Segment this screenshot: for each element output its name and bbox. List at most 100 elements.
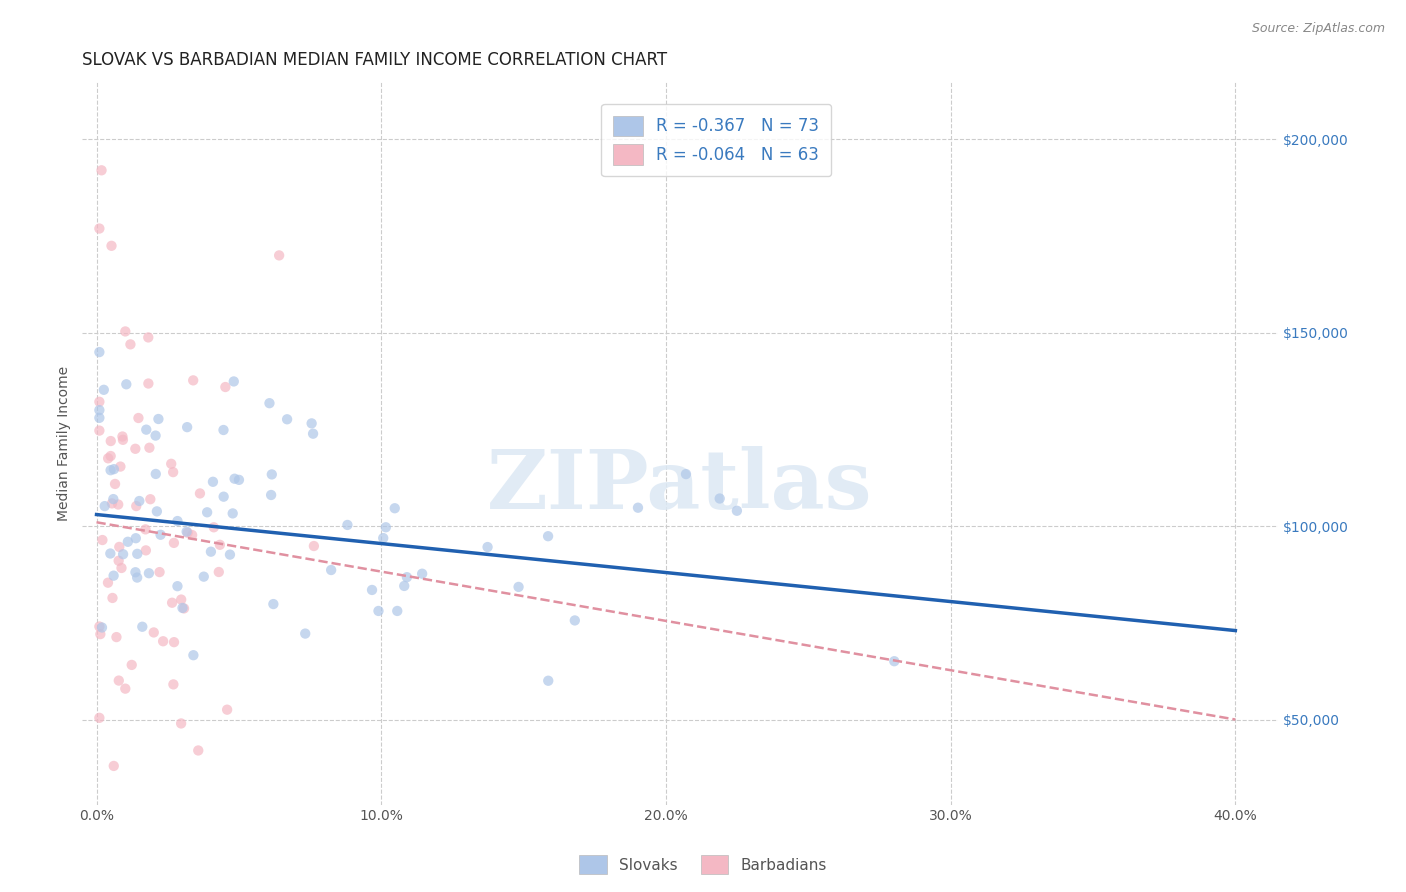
Point [301, 417, 323, 431]
Point [145, 467, 167, 481]
Point [136, 330, 159, 344]
Point [93, 499, 115, 513]
Point [228, 473, 250, 487]
Point [91, 533, 114, 547]
Point [112, 547, 135, 561]
Point [110, 561, 132, 575]
Point [201, 475, 224, 489]
Point [128, 494, 150, 508]
Y-axis label: Median Family Income: Median Family Income [58, 366, 72, 521]
Point [217, 703, 239, 717]
Point [166, 579, 188, 593]
Point [114, 681, 136, 696]
Point [110, 459, 132, 474]
Point [149, 528, 172, 542]
Point [89, 424, 111, 438]
Point [135, 543, 157, 558]
Point [89, 403, 111, 417]
Point [148, 412, 170, 426]
Point [125, 499, 148, 513]
Point [100, 239, 122, 253]
Point [146, 504, 169, 518]
Point [121, 657, 143, 672]
Point [176, 524, 198, 539]
Point [374, 520, 396, 534]
Point [384, 501, 406, 516]
Point [89, 221, 111, 235]
Point [103, 568, 125, 582]
Point [373, 531, 395, 545]
Point [321, 563, 343, 577]
Point [138, 566, 160, 581]
Point [361, 582, 384, 597]
Point [627, 500, 650, 515]
Point [336, 517, 359, 532]
Point [142, 625, 165, 640]
Point [387, 604, 409, 618]
Point [152, 634, 174, 648]
Point [101, 496, 124, 510]
Point [89, 345, 111, 359]
Point [138, 376, 160, 391]
Point [115, 377, 138, 392]
Point [145, 428, 167, 442]
Point [127, 411, 149, 425]
Point [89, 394, 111, 409]
Point [111, 429, 134, 443]
Point [120, 337, 142, 351]
Point [89, 711, 111, 725]
Point [411, 566, 433, 581]
Point [90, 163, 112, 178]
Point [127, 570, 149, 584]
Point [208, 565, 231, 579]
Point [97, 575, 120, 590]
Point [135, 423, 157, 437]
Point [212, 423, 235, 437]
Point [181, 373, 204, 387]
Point [131, 620, 153, 634]
Point [302, 426, 325, 441]
Point [193, 569, 215, 583]
Point [564, 614, 586, 628]
Point [103, 492, 125, 507]
Point [160, 596, 183, 610]
Point [89, 627, 111, 641]
Point [187, 743, 209, 757]
Point [181, 528, 204, 542]
Point [162, 465, 184, 479]
Point [367, 604, 389, 618]
Point [111, 433, 134, 447]
Point [260, 467, 283, 482]
Point [103, 462, 125, 476]
Point [294, 626, 316, 640]
Point [212, 490, 235, 504]
Point [222, 375, 245, 389]
Point [124, 442, 146, 456]
Text: ZIPatlas: ZIPatlas [488, 446, 873, 526]
Point [125, 531, 148, 545]
Point [98, 547, 121, 561]
Point [395, 570, 418, 584]
Point [114, 325, 136, 339]
Point [224, 472, 246, 486]
Point [200, 544, 222, 558]
Point [214, 380, 236, 394]
Point [162, 677, 184, 691]
Legend: R = -0.367   N = 73, R = -0.064   N = 63: R = -0.367 N = 73, R = -0.064 N = 63 [602, 104, 831, 177]
Text: SLOVAK VS BARBADIAN MEDIAN FAMILY INCOME CORRELATION CHART: SLOVAK VS BARBADIAN MEDIAN FAMILY INCOME… [83, 51, 668, 69]
Point [172, 601, 194, 615]
Point [170, 716, 193, 731]
Point [176, 525, 198, 540]
Point [219, 548, 242, 562]
Point [675, 467, 697, 481]
Point [262, 597, 284, 611]
Point [202, 520, 225, 534]
Point [148, 565, 170, 579]
Point [276, 412, 298, 426]
Point [89, 619, 111, 633]
Point [100, 434, 122, 448]
Point [97, 451, 120, 466]
Point [127, 547, 149, 561]
Point [176, 420, 198, 434]
Point [477, 540, 499, 554]
